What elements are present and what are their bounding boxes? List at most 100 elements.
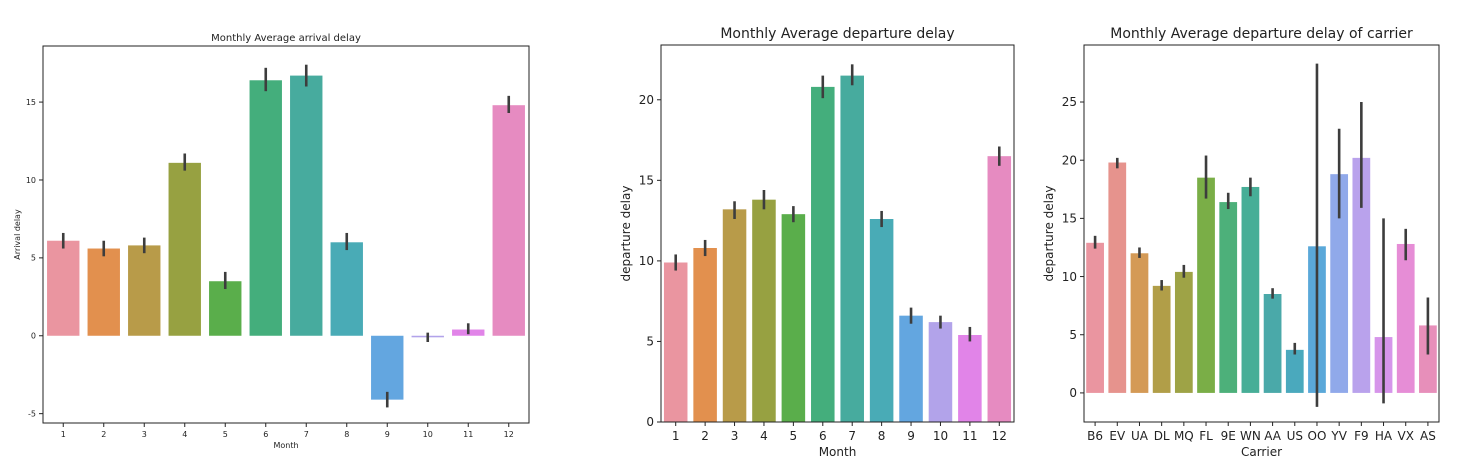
bar	[1419, 325, 1437, 393]
chart-title: Monthly Average departure delay of carri…	[1110, 26, 1413, 42]
bar	[249, 80, 282, 336]
x-tick-label: EV	[1109, 429, 1126, 443]
x-tick-label: WN	[1240, 429, 1261, 443]
y-tick-label: 0	[31, 332, 36, 341]
x-tick-label: 6	[263, 430, 268, 439]
x-tick-label: 3	[142, 430, 147, 439]
x-tick-label: 2	[101, 430, 106, 439]
y-tick-label: -5	[28, 409, 36, 418]
x-tick-label: AS	[1420, 429, 1436, 443]
x-tick-label: YV	[1330, 429, 1347, 443]
y-axis-label: departure delay	[619, 186, 633, 282]
bar	[1285, 349, 1304, 393]
y-tick-label: 5	[31, 254, 36, 263]
y-tick-label: 0	[1069, 386, 1077, 400]
carrier-departure-delay-chart: B6 EV UA DL MQ FL 9E WN AA US OO YV F9 HA VX AS 0 5 10 15 20…	[1042, 26, 1440, 459]
x-tick-label: OO	[1308, 429, 1327, 443]
x-tick-label: 4	[182, 430, 187, 439]
x-tick-label: 11	[962, 429, 977, 443]
x-axis-label: Carrier	[1241, 445, 1282, 459]
x-axis-label: Month	[819, 445, 857, 459]
x-tick-label: UA	[1131, 429, 1149, 443]
bar	[987, 156, 1012, 422]
bar	[371, 335, 404, 400]
bar	[168, 162, 201, 336]
x-tick-label: B6	[1087, 429, 1103, 443]
bar	[899, 315, 923, 422]
bar	[663, 262, 688, 422]
x-tick-label: 7	[304, 430, 309, 439]
x-tick-label: DL	[1154, 429, 1170, 443]
x-tick-label: FL	[1199, 429, 1213, 443]
plot-frame	[42, 45, 530, 424]
y-tick-label: 0	[646, 415, 654, 429]
bar	[1352, 157, 1371, 393]
x-tick-label: MQ	[1174, 429, 1194, 443]
bar	[492, 105, 525, 336]
bar	[290, 75, 323, 336]
chart-title: Monthly Average departure delay	[720, 26, 954, 42]
y-tick-label: 20	[1062, 153, 1077, 167]
plot-frame	[1083, 44, 1440, 423]
bar	[1174, 271, 1193, 393]
x-tick-label: 11	[463, 430, 473, 439]
y-tick-label: 15	[1062, 212, 1077, 226]
plot-frame	[660, 44, 1015, 423]
y-tick-label: 25	[1062, 95, 1077, 109]
bar	[1108, 162, 1127, 393]
x-tick-label: 9	[907, 429, 915, 443]
x-tick-label: AA	[1264, 429, 1282, 443]
bar	[128, 245, 161, 336]
bar	[87, 248, 120, 336]
y-tick-label: 15	[26, 98, 36, 107]
bar	[47, 240, 80, 336]
y-tick-label: 5	[1069, 328, 1077, 342]
y-tick-label: 10	[639, 254, 654, 268]
x-tick-label: US	[1287, 429, 1303, 443]
y-axis-label: Arrival delay	[13, 209, 22, 260]
x-tick-label: VX	[1398, 429, 1414, 443]
bar	[1219, 202, 1238, 393]
bar	[330, 242, 363, 336]
y-tick-label: 5	[646, 335, 654, 349]
chart-title: Monthly Average arrival delay	[211, 33, 361, 44]
x-tick-label: 1	[672, 429, 680, 443]
y-tick-label: 20	[639, 93, 654, 107]
bar	[209, 281, 242, 336]
x-tick-label: 8	[344, 430, 349, 439]
bar	[811, 86, 835, 422]
bar	[1241, 186, 1260, 393]
bar	[840, 75, 864, 422]
x-tick-label: HA	[1375, 429, 1393, 443]
x-tick-label: 7	[848, 429, 856, 443]
x-tick-label: 12	[504, 430, 514, 439]
x-tick-label: 6	[819, 429, 827, 443]
bar	[781, 214, 806, 422]
x-tick-label: 9	[385, 430, 390, 439]
y-tick-label: 15	[639, 174, 654, 188]
x-tick-label: 12	[992, 429, 1007, 443]
x-tick-label: 5	[223, 430, 228, 439]
bar	[752, 199, 776, 422]
bar	[1130, 253, 1149, 393]
bar	[1263, 294, 1282, 393]
bar	[928, 322, 953, 422]
x-tick-label: 2	[701, 429, 709, 443]
y-tick-label: 10	[1062, 270, 1077, 284]
x-tick-label: 8	[878, 429, 886, 443]
bar	[693, 248, 717, 422]
x-tick-label: 4	[760, 429, 768, 443]
bar	[1396, 243, 1415, 393]
y-tick-label: 10	[26, 176, 36, 185]
bar	[1152, 285, 1171, 393]
x-axis-label: Month	[273, 441, 298, 450]
x-tick-label: 10	[933, 429, 948, 443]
x-tick-label: 1	[61, 430, 66, 439]
x-tick-label: 3	[731, 429, 739, 443]
x-tick-label: 9E	[1221, 429, 1236, 443]
x-tick-label: 10	[423, 430, 433, 439]
x-tick-label: F9	[1354, 429, 1369, 443]
